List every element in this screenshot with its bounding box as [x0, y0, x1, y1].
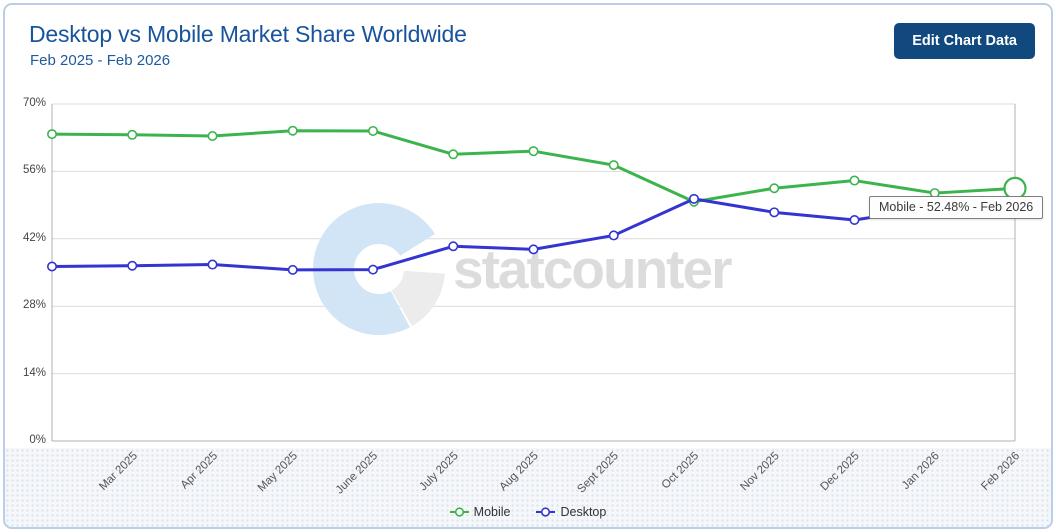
desktop-point-july-2025[interactable]	[448, 241, 459, 252]
y-tick-42%: 42%	[22, 231, 46, 244]
mobile-point-feb-2025[interactable]	[46, 129, 57, 140]
desktop-point-aug-2025[interactable]	[528, 244, 539, 255]
desktop-point-may-2025[interactable]	[287, 264, 298, 275]
y-tick-28%: 28%	[22, 299, 46, 312]
desktop-point-june-2025[interactable]	[367, 264, 378, 275]
mobile-point-mar-2025[interactable]	[127, 129, 138, 140]
market-share-line-chart: statcounter	[46, 103, 1027, 442]
desktop-point-sept-2025[interactable]	[608, 230, 619, 241]
legend-marker-desktop	[536, 507, 556, 517]
desktop-point-oct-2025[interactable]	[688, 193, 699, 204]
y-tick-14%: 14%	[22, 366, 46, 379]
chart-tooltip: Mobile - 52.48% - Feb 2026	[869, 196, 1044, 219]
mobile-point-may-2025[interactable]	[287, 125, 298, 136]
desktop-point-nov-2025[interactable]	[769, 207, 780, 218]
legend-marker-mobile	[449, 507, 469, 517]
desktop-point-mar-2025[interactable]	[127, 260, 138, 271]
desktop-point-dec-2025[interactable]	[849, 215, 860, 226]
chart-title: Desktop vs Mobile Market Share Worldwide	[29, 21, 467, 47]
edit-chart-data-button[interactable]: Edit Chart Data	[894, 23, 1035, 59]
chart-legend: Mobile Desktop	[5, 505, 1051, 519]
desktop-point-feb-2025[interactable]	[46, 261, 57, 272]
chart-card: Desktop vs Mobile Market Share Worldwide…	[3, 3, 1053, 529]
desktop-point-apr-2025[interactable]	[207, 259, 218, 270]
mobile-point-dec-2025[interactable]	[849, 175, 860, 186]
mobile-series-line	[50, 129, 1017, 204]
legend-item-mobile[interactable]: Mobile	[449, 505, 511, 519]
chart-subtitle: Feb 2025 - Feb 2026	[30, 52, 171, 69]
mobile-point-june-2025[interactable]	[367, 125, 378, 136]
watermark-logo-gray-segment	[391, 270, 445, 327]
mobile-point-aug-2025[interactable]	[528, 146, 539, 157]
legend-item-desktop[interactable]: Desktop	[536, 505, 606, 519]
mobile-point-july-2025[interactable]	[448, 149, 459, 160]
y-tick-56%: 56%	[22, 164, 46, 177]
dotted-background	[5, 448, 1051, 527]
y-tick-70%: 70%	[22, 97, 46, 109]
legend-label-desktop: Desktop	[560, 505, 607, 519]
legend-label-mobile: Mobile	[473, 505, 511, 519]
y-tick-0%: 0%	[29, 434, 46, 446]
mobile-point-apr-2025[interactable]	[207, 131, 218, 142]
mobile-point-sept-2025[interactable]	[608, 160, 619, 171]
mobile-point-nov-2025[interactable]	[769, 183, 780, 194]
watermark-logo-blue-segment	[313, 203, 435, 335]
